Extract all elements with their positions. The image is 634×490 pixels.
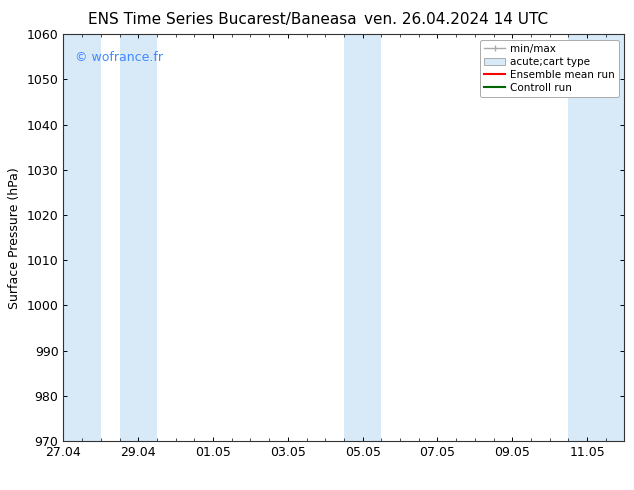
Bar <box>344 34 382 441</box>
Legend: min/max, acute;cart type, Ensemble mean run, Controll run: min/max, acute;cart type, Ensemble mean … <box>480 40 619 97</box>
Text: ven. 26.04.2024 14 UTC: ven. 26.04.2024 14 UTC <box>365 12 548 27</box>
Text: ENS Time Series Bucarest/Baneasa: ENS Time Series Bucarest/Baneasa <box>87 12 356 27</box>
Bar <box>63 34 101 441</box>
Bar <box>568 34 624 441</box>
Y-axis label: Surface Pressure (hPa): Surface Pressure (hPa) <box>8 167 21 309</box>
Bar <box>119 34 157 441</box>
Text: © wofrance.fr: © wofrance.fr <box>75 50 163 64</box>
